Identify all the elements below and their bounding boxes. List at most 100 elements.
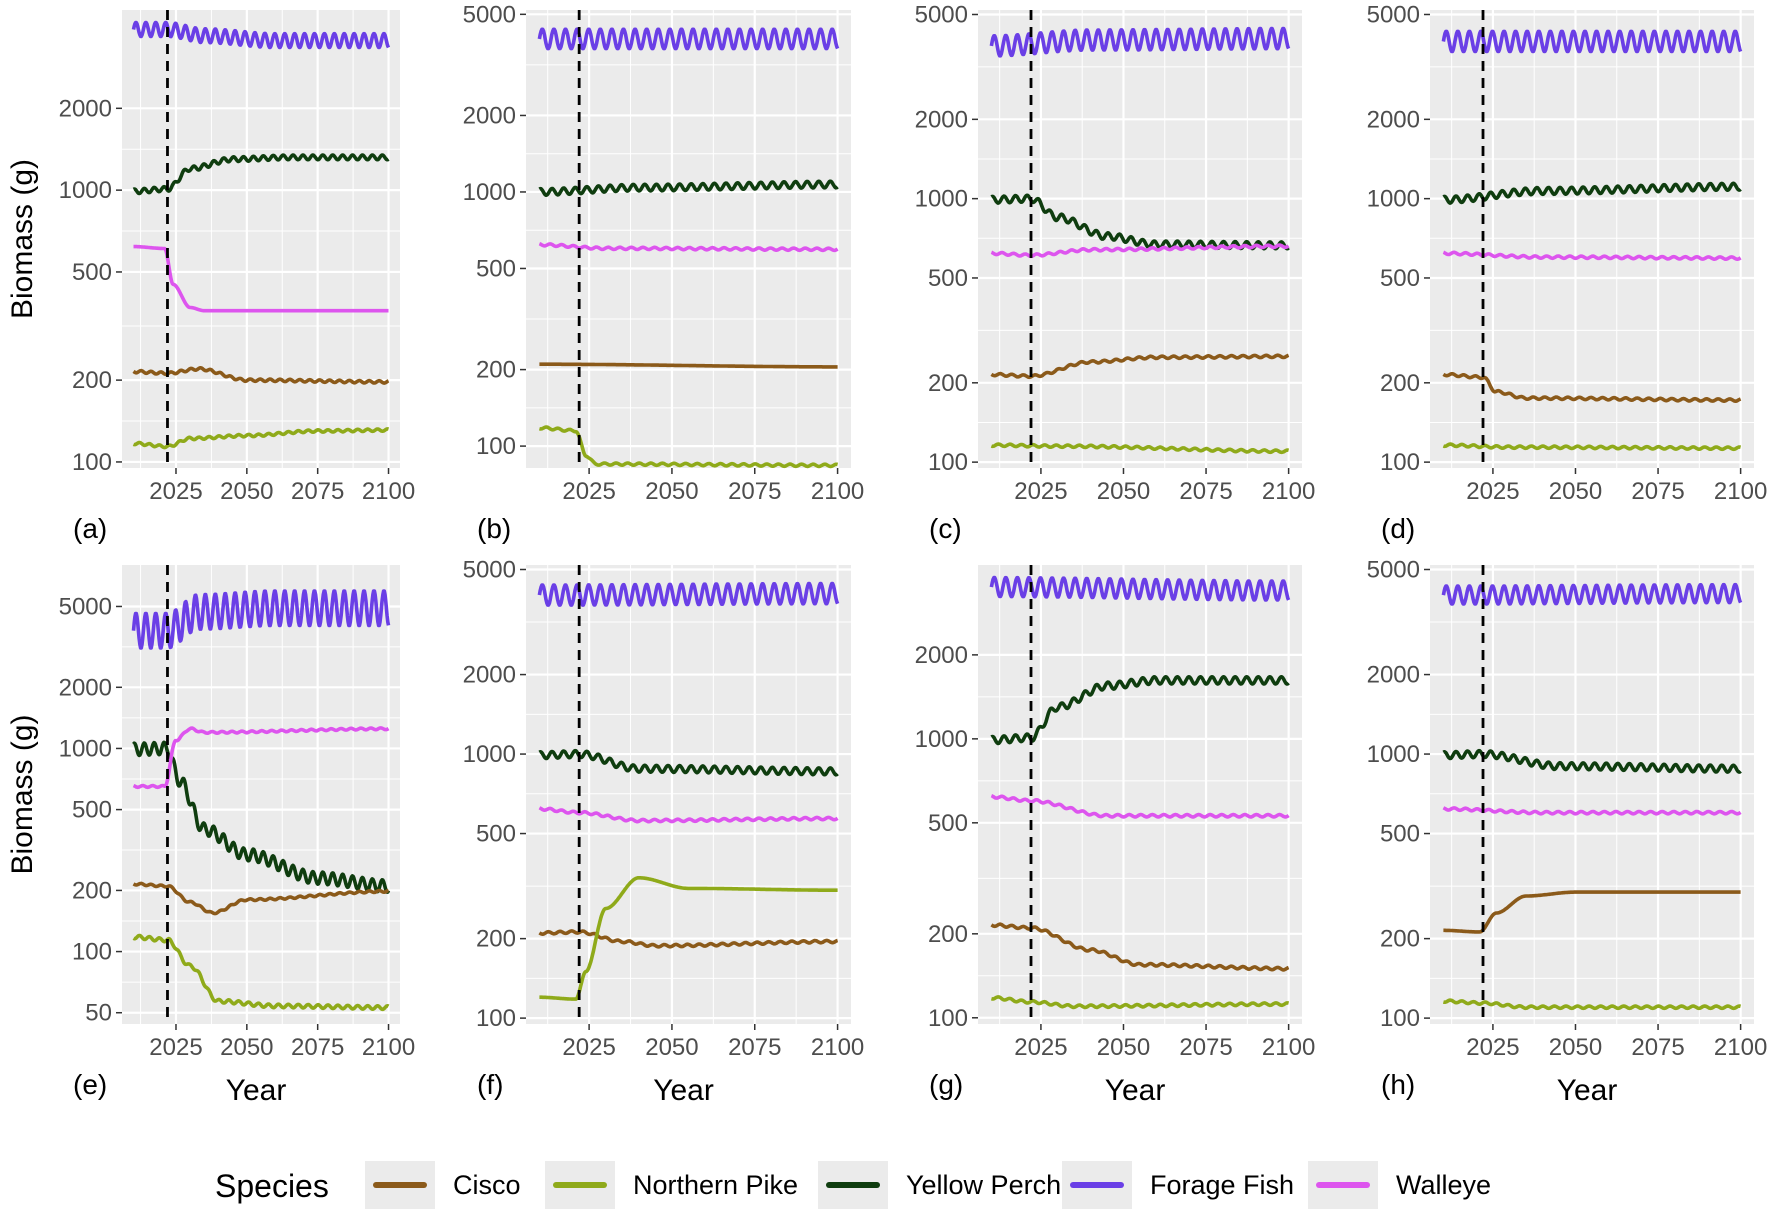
panel-f: 2025 2050 2075 2100 100 200 500 1000 2000 5000 (f)… xyxy=(463,556,865,1107)
series-line-yellow-perch xyxy=(132,153,390,196)
legend-item-forage-fish: Forage Fish xyxy=(1062,1161,1295,1209)
y-tick-label: 1000 xyxy=(915,186,968,213)
series-line-yellow-perch xyxy=(538,179,839,197)
series-line-northern-pike xyxy=(538,876,839,1001)
y-tick-label: 2000 xyxy=(463,102,516,129)
series-line-northern-pike xyxy=(990,442,1290,455)
series-line-cisco xyxy=(132,366,390,385)
legend-label-yellow-perch: Yellow Perch xyxy=(906,1169,1062,1200)
x-tick-label: 2025 xyxy=(1014,1034,1067,1061)
y-tick-label: 100 xyxy=(1380,1005,1420,1032)
series-line-northern-pike xyxy=(1442,442,1742,452)
series-line-yellow-perch xyxy=(990,675,1290,746)
x-tick-label: 2025 xyxy=(1014,478,1067,505)
x-axis-title: Year xyxy=(226,1074,287,1107)
x-tick-label: 2050 xyxy=(645,1034,698,1061)
panel-label: (e) xyxy=(73,1069,107,1100)
legend-item-yellow-perch: Yellow Perch xyxy=(818,1161,1062,1209)
y-tick-label: 100 xyxy=(476,1005,516,1032)
series-line-northern-pike xyxy=(1442,998,1742,1011)
x-tick-label: 2025 xyxy=(1466,1034,1519,1061)
x-tick-label: 2075 xyxy=(291,478,344,505)
legend: Species Cisco Northern Pike Yellow Perch… xyxy=(0,1150,1782,1210)
y-tick-label: 500 xyxy=(476,821,516,848)
y-tick-label: 100 xyxy=(928,1005,968,1032)
x-tick-label: 2025 xyxy=(149,1034,202,1061)
x-tick-label: 2050 xyxy=(645,478,698,505)
x-tick-label: 2075 xyxy=(728,478,781,505)
y-tick-label: 1000 xyxy=(463,179,516,206)
panel-background xyxy=(978,565,1302,1024)
x-tick-label: 2025 xyxy=(562,1034,615,1061)
panel-label: (h) xyxy=(1381,1069,1415,1100)
y-tick-label: 200 xyxy=(476,926,516,953)
panel-b: 2025 2050 2075 2100 100 200 500 1000 2000 5000 (b) xyxy=(463,1,865,544)
series-line-cisco xyxy=(538,362,839,369)
y-tick-label: 200 xyxy=(928,370,968,397)
y-tick-label: 5000 xyxy=(463,556,516,583)
series-line-yellow-perch xyxy=(1442,748,1742,774)
series-line-cisco xyxy=(1442,890,1742,934)
y-tick-label: 200 xyxy=(72,877,112,904)
x-tick-label: 2025 xyxy=(562,478,615,505)
panel-c: 2025 2050 2075 2100 100 200 500 1000 2000 5000 (c) xyxy=(915,1,1316,544)
series-line-yellow-perch xyxy=(132,740,391,894)
y-tick-label: 100 xyxy=(928,449,968,476)
legend-label-forage-fish: Forage Fish xyxy=(1150,1169,1295,1200)
x-tick-label: 2100 xyxy=(362,478,415,505)
y-tick-label: 200 xyxy=(72,367,112,394)
y-tick-label: 500 xyxy=(928,265,968,292)
y-tick-label: 2000 xyxy=(59,95,112,122)
panel-label: (c) xyxy=(929,513,962,544)
legend-label-walleye: Walleye xyxy=(1396,1169,1492,1200)
x-tick-label: 2025 xyxy=(149,478,202,505)
series-line-forage-fish xyxy=(131,20,391,50)
y-tick-label: 2000 xyxy=(1367,662,1420,689)
x-tick-label: 2100 xyxy=(1714,478,1767,505)
y-tick-label: 200 xyxy=(1380,926,1420,953)
legend-label-cisco: Cisco xyxy=(453,1169,521,1200)
series-line-walleye xyxy=(990,243,1290,259)
legend-key-forage-fish xyxy=(1062,1161,1132,1209)
y-axis-title: Biomass (g) xyxy=(6,159,39,319)
legend-key-cisco xyxy=(365,1161,435,1209)
panel-background xyxy=(526,565,851,1024)
legend-key-northern-pike xyxy=(545,1161,615,1209)
x-tick-label: 2050 xyxy=(1097,1034,1150,1061)
panel-g: 2025 2050 2075 2100 100 200 500 1000 2000 (g) Year xyxy=(915,565,1315,1107)
y-tick-label: 5000 xyxy=(59,593,112,620)
x-axis-title: Year xyxy=(653,1074,714,1107)
series-line-forage-fish xyxy=(537,27,840,51)
y-tick-label: 500 xyxy=(1380,265,1420,292)
panel-background xyxy=(526,10,851,468)
x-tick-label: 2050 xyxy=(1549,1034,1602,1061)
panel-label: (f) xyxy=(477,1069,503,1100)
y-axis-title: Biomass (g) xyxy=(6,714,39,874)
y-tick-label: 1000 xyxy=(1367,186,1420,213)
panel-label: (d) xyxy=(1381,513,1415,544)
y-tick-label: 500 xyxy=(72,797,112,824)
x-tick-label: 2075 xyxy=(728,1034,781,1061)
y-tick-label: 5000 xyxy=(1367,556,1420,583)
y-tick-label: 500 xyxy=(1380,821,1420,848)
x-tick-label: 2050 xyxy=(220,1034,273,1061)
series-line-cisco xyxy=(990,353,1290,380)
y-tick-label: 100 xyxy=(476,433,516,460)
series-line-walleye xyxy=(1442,806,1742,816)
legend-key-yellow-perch xyxy=(818,1161,888,1209)
series-line-yellow-perch xyxy=(538,748,839,777)
y-tick-label: 200 xyxy=(1380,370,1420,397)
panel-e: 2025 2050 2075 2100 50 100 200 500 1000 2000 5000 (… xyxy=(6,565,415,1107)
series-line-cisco xyxy=(1442,372,1742,403)
y-tick-label: 100 xyxy=(72,449,112,476)
series-line-walleye xyxy=(132,244,390,313)
y-tick-label: 50 xyxy=(85,1000,112,1027)
series-line-walleye xyxy=(1442,250,1742,261)
legend-item-walleye: Walleye xyxy=(1308,1161,1492,1209)
series-line-northern-pike xyxy=(132,427,390,450)
x-tick-label: 2050 xyxy=(1097,478,1150,505)
panel-label: (g) xyxy=(929,1069,963,1100)
x-tick-label: 2025 xyxy=(1466,478,1519,505)
series-line-walleye xyxy=(538,806,839,824)
series-line-northern-pike xyxy=(132,933,390,1012)
